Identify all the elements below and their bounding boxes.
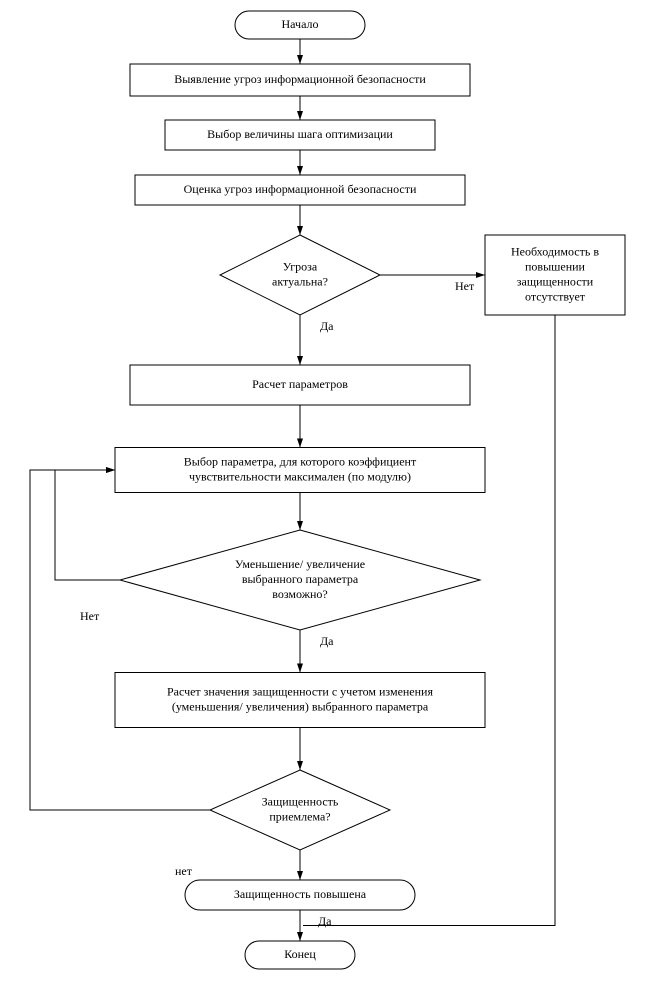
flow-node-label-start: Начало bbox=[282, 17, 319, 31]
flow-node-label-d2: возможно? bbox=[272, 587, 328, 601]
edge-label-d2_yes: Да bbox=[320, 634, 334, 648]
flow-edge bbox=[55, 470, 120, 580]
flow-node-label-n5: чувствительности максимален (по модулю) bbox=[189, 469, 411, 483]
flow-node-label-end: Конец bbox=[284, 947, 316, 961]
flow-node-label-n1: Выявление угроз информационной безопасно… bbox=[174, 72, 426, 86]
flow-node-label-n5: Выбор параметра, для которого коэффициен… bbox=[184, 454, 417, 468]
flow-node-label-n3: Оценка угроз информационной безопасности bbox=[184, 182, 417, 196]
flow-node-label-n4: Расчет параметров bbox=[252, 377, 348, 391]
flow-node-label-d3: Защищенность bbox=[262, 794, 339, 808]
flow-node-label-n_need: повышении bbox=[525, 259, 586, 273]
flow-node-label-n_need: Необходимость в bbox=[511, 244, 599, 258]
flow-node-label-n_need: отсутствует bbox=[525, 289, 586, 303]
flow-node-label-d1: актуальна? bbox=[272, 274, 328, 288]
flow-node-label-n_sec: Защищенность повышена bbox=[234, 887, 367, 901]
edge-label-d3_no: нет bbox=[175, 864, 193, 878]
flowchart-canvas: Начало Выявление угроз информационной без… bbox=[0, 0, 648, 1000]
flow-node-label-n2: Выбор величины шага оптимизации bbox=[207, 127, 393, 141]
flow-node-label-d2: выбранного параметра bbox=[242, 572, 359, 586]
flow-edge bbox=[303, 315, 555, 926]
edge-label-d3_yes: Да bbox=[318, 914, 332, 928]
flow-edge bbox=[30, 470, 210, 810]
edge-label-d2_no: Нет bbox=[80, 609, 100, 623]
edge-label-d1_no: Нет bbox=[455, 279, 475, 293]
flow-node-label-n6: Расчет значения защищенности с учетом из… bbox=[167, 684, 433, 698]
flow-node-label-d2: Уменьшение/ увеличение bbox=[235, 557, 365, 571]
flow-node-label-d1: Угроза bbox=[283, 259, 318, 273]
flow-node-label-d3: приемлема? bbox=[269, 809, 330, 823]
edge-label-d1_yes: Да bbox=[320, 319, 334, 333]
flow-node-label-n6: (уменьшения/ увеличения) выбранного пара… bbox=[172, 699, 429, 713]
flow-node-label-n_need: защищенности bbox=[517, 274, 594, 288]
